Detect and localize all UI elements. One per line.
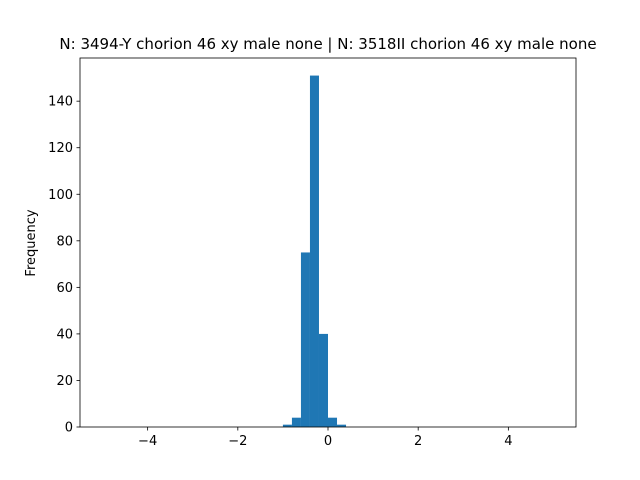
x-tick-label: 2 [414,434,422,449]
x-tick-label: 4 [504,434,512,449]
x-tick-label: −2 [228,434,247,449]
bar [309,75,319,428]
y-tick-label: 60 [56,281,73,296]
y-tick-label: 20 [56,374,73,389]
bar [291,417,301,427]
chart-title: N: 3494-Y chorion 46 xy male none | N: 3… [59,35,596,53]
y-tick-label: 140 [48,95,73,110]
y-tick-label: 80 [56,234,73,249]
y-axis-label: Frequency [24,209,39,276]
y-tick-label: 100 [48,188,73,203]
bar [300,252,310,427]
y-tick-label: 120 [48,141,73,156]
y-tick-label: 40 [56,327,73,342]
x-tick-label: −4 [138,434,157,449]
bar [337,424,347,427]
bar [282,424,292,427]
bar [318,333,328,427]
x-tick-label: 0 [324,434,332,449]
y-tick-label: 0 [65,421,73,436]
bar [328,417,338,427]
